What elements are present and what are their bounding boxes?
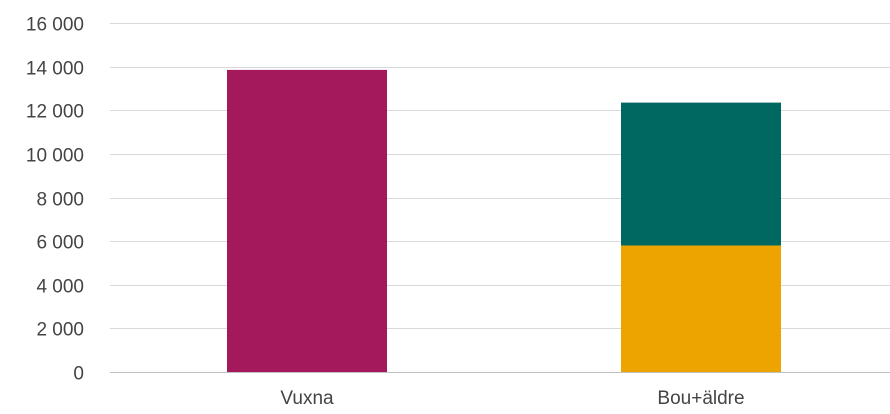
bar-segment: [227, 69, 387, 372]
y-tick-label: 2 000: [36, 320, 84, 341]
y-tick-label: 10 000: [26, 146, 84, 167]
y-tick-label: 6 000: [36, 233, 84, 254]
y-tick-label: 16 000: [26, 15, 84, 36]
bars: [227, 69, 781, 372]
y-tick-label: 14 000: [26, 59, 84, 80]
y-tick-label: 0: [73, 364, 84, 385]
bar-segment: [621, 245, 781, 372]
y-tick-label: 12 000: [26, 102, 84, 123]
x-category-label: Bou+äldre: [657, 388, 744, 409]
x-axis-categories: Vuxna Bou+äldre: [280, 388, 744, 409]
y-tick-label: 4 000: [36, 277, 84, 298]
y-axis-ticks: 0 2 000 4 000 6 000 8 000 10 000 12 000 14 000 1…: [26, 15, 84, 385]
x-category-label: Vuxna: [280, 388, 334, 409]
y-tick-label: 8 000: [36, 190, 84, 211]
bar-segment: [621, 102, 781, 246]
